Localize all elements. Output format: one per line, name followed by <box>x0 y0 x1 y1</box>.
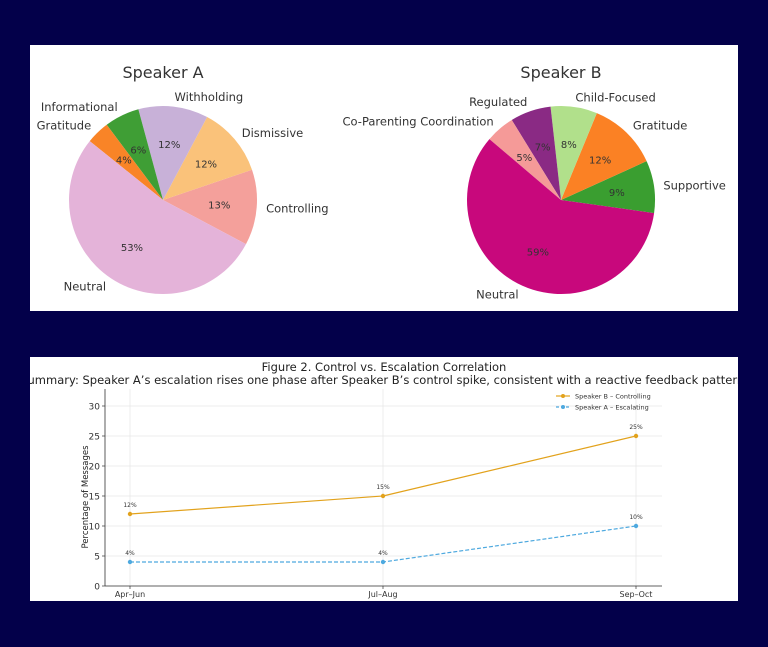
series-1-point <box>380 559 386 565</box>
pie-b-label-neutral: Neutral <box>476 287 518 301</box>
x-tick-label: Sep–Oct <box>620 590 653 599</box>
series-0-data-label: 15% <box>376 484 390 491</box>
pie-a-pct-withholding: 12% <box>158 140 180 151</box>
pie-a-slice-neutral <box>68 141 246 295</box>
y-tick-label: 20 <box>89 463 101 473</box>
pie-a-slice-informational <box>106 109 163 200</box>
y-axis-label: Percentage of Messages <box>81 445 91 549</box>
pie-b-slice-gratitude <box>561 113 647 200</box>
legend-label-1: Speaker A – Escalating <box>575 404 649 412</box>
pie-b-pct-co-parenting-coordination: 5% <box>516 153 532 164</box>
pie-b-pct-gratitude: 12% <box>589 155 611 166</box>
series-1-data-label: 10% <box>629 514 643 521</box>
pie-a-title: Speaker A <box>122 63 203 82</box>
pie-b-pct-regulated: 7% <box>535 143 551 154</box>
pie-a-slice-dismissive <box>163 117 252 200</box>
pie-a-pct-informational: 6% <box>130 145 146 156</box>
pie-b-label-child-focused: Child-Focused <box>575 91 655 105</box>
x-tick-label: Jul–Aug <box>367 590 397 599</box>
series-0-point <box>127 511 133 517</box>
legend-label-0: Speaker B – Controlling <box>575 393 651 401</box>
pie-b-slice-neutral <box>467 139 655 294</box>
pie-a-pct-controlling: 13% <box>208 201 230 212</box>
pie-b-label-co-parenting-coordination: Co-Parenting Coordination <box>343 114 494 128</box>
series-1-point <box>633 523 639 529</box>
pie-a-pct-dismissive: 12% <box>195 159 217 170</box>
line-chart-panel: Figure 2. Control vs. Escalation Correla… <box>30 357 738 601</box>
series-1-data-label: 4% <box>378 550 388 557</box>
pie-b-slice-regulated <box>511 106 561 200</box>
pie-charts: Speaker A Speaker B 13% Controlling 12% Dis… <box>37 63 726 301</box>
pie-a-label-informational: Informational <box>41 100 118 114</box>
pie-a-label-neutral: Neutral <box>64 279 106 293</box>
y-tick-label: 0 <box>94 583 100 593</box>
y-tick-label: 5 <box>94 553 100 563</box>
x-tick-label: Apr–Jun <box>115 590 145 599</box>
pie-a-slice-controlling <box>163 169 257 245</box>
y-tick-label: 10 <box>89 523 101 533</box>
y-tick-label: 25 <box>89 433 100 443</box>
chart-subtitle: Summary: Speaker A’s escalation rises on… <box>30 373 738 387</box>
pie-b-label-gratitude: Gratitude <box>633 119 688 133</box>
pie-a-pct-neutral: 53% <box>121 243 143 254</box>
pie-a-slice-gratitude <box>89 124 163 200</box>
legend-marker-1 <box>561 405 565 409</box>
pie-b-label-regulated: Regulated <box>469 95 527 109</box>
pie-b-slice-supportive <box>561 161 656 214</box>
pie-a-label-dismissive: Dismissive <box>242 126 303 140</box>
series-0-data-label: 25% <box>629 424 643 431</box>
y-tick-label: 30 <box>89 403 101 413</box>
pie-b-slice-co-parenting-coordination <box>489 119 561 200</box>
series-0-point <box>380 493 386 499</box>
pie-b-pct-supportive: 9% <box>609 188 625 199</box>
series-0-point <box>633 433 639 439</box>
line-chart: Figure 2. Control vs. Escalation Correla… <box>30 360 738 599</box>
pie-charts-panel: Speaker A Speaker B 13% Controlling 12% Dis… <box>30 45 738 311</box>
pie-b-slice-child-focused <box>550 105 597 200</box>
pie-b-label-supportive: Supportive <box>663 178 726 192</box>
pie-a-slice-withholding <box>138 106 208 200</box>
pie-a-label-gratitude: Gratitude <box>37 119 92 133</box>
pie-a-pct-gratitude: 4% <box>116 155 132 166</box>
pie-b-pct-child-focused: 8% <box>561 140 577 151</box>
pie-b-pct-neutral: 59% <box>527 247 549 258</box>
pie-b-title: Speaker B <box>520 63 601 82</box>
legend-marker-0 <box>561 394 565 398</box>
series-0-data-label: 12% <box>123 502 137 509</box>
pie-a-label-controlling: Controlling <box>266 201 329 215</box>
chart-title: Figure 2. Control vs. Escalation Correla… <box>262 360 507 374</box>
pie-a-label-withholding: Withholding <box>175 90 244 104</box>
y-tick-label: 15 <box>89 493 100 503</box>
series-1-point <box>127 559 133 565</box>
series-1-data-label: 4% <box>125 550 135 557</box>
